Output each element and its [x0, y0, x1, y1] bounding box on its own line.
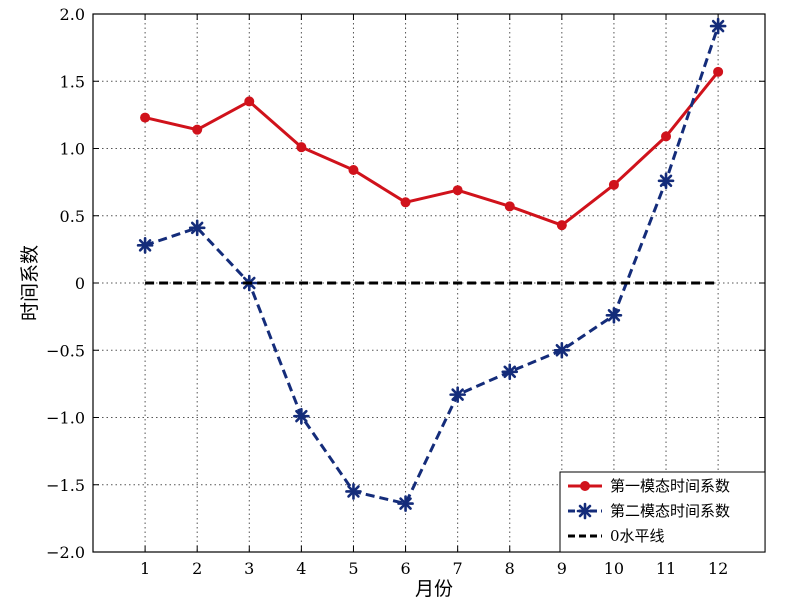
legend-item: 第一模态时间系数	[568, 477, 730, 495]
y-tick-label: −1.5	[46, 476, 85, 495]
x-tick-label: 9	[557, 559, 567, 578]
data-point	[188, 219, 206, 237]
data-point	[296, 142, 307, 153]
x-tick-label: 10	[604, 559, 624, 578]
y-tick-label: −0.5	[46, 341, 85, 360]
legend-marker	[576, 502, 594, 520]
series-lines	[136, 17, 727, 512]
series-line	[144, 70, 720, 227]
data-point	[608, 179, 619, 190]
data-point	[553, 341, 571, 359]
x-tick-label: 11	[656, 559, 676, 578]
data-point	[556, 220, 567, 231]
data-point	[348, 165, 359, 176]
x-tick-label: 8	[505, 559, 515, 578]
data-point	[661, 131, 672, 142]
data-point	[713, 66, 724, 77]
y-tick-label: 1.0	[60, 140, 85, 159]
y-tick-label: 0.5	[60, 207, 85, 226]
data-point	[504, 201, 515, 212]
data-point	[501, 363, 519, 381]
data-point	[657, 172, 675, 190]
x-tick-label: 1	[140, 559, 150, 578]
x-tick-label: 3	[244, 559, 254, 578]
y-tick-label: 2.0	[60, 5, 85, 24]
y-tick-label: 0	[75, 274, 85, 293]
legend-marker	[580, 481, 590, 491]
data-point	[192, 124, 203, 135]
data-point	[293, 407, 310, 425]
x-tick-label: 6	[400, 559, 410, 578]
data-point	[400, 197, 411, 208]
legend-item: 第二模态时间系数	[568, 502, 730, 520]
data-point	[140, 112, 151, 123]
data-point	[709, 17, 727, 35]
data-point	[605, 306, 623, 324]
y-axis-title: 时间系数	[19, 245, 41, 321]
y-tick-label: −1.0	[46, 409, 85, 428]
y-tick-label: 1.5	[60, 72, 85, 91]
x-tick-label: 4	[296, 559, 306, 578]
data-point	[449, 386, 466, 403]
x-tick-label: 2	[192, 559, 202, 578]
legend-label: 第一模态时间系数	[610, 477, 730, 495]
x-tick-label: 5	[348, 559, 358, 578]
series-1	[140, 66, 724, 231]
data-point	[452, 185, 463, 196]
data-point	[397, 495, 414, 512]
x-axis-title: 月份	[415, 578, 453, 600]
x-tick-label: 7	[453, 559, 463, 578]
legend-item: 0水平线	[568, 527, 665, 545]
legend-label: 第二模态时间系数	[610, 502, 730, 520]
series-2	[136, 17, 727, 512]
data-point	[244, 96, 255, 107]
legend-label: 0水平线	[610, 527, 665, 545]
data-point	[136, 237, 154, 254]
series-line	[144, 25, 720, 506]
x-tick-label: 12	[708, 559, 728, 578]
y-tick-label: −2.0	[46, 543, 85, 562]
data-point	[345, 483, 362, 500]
